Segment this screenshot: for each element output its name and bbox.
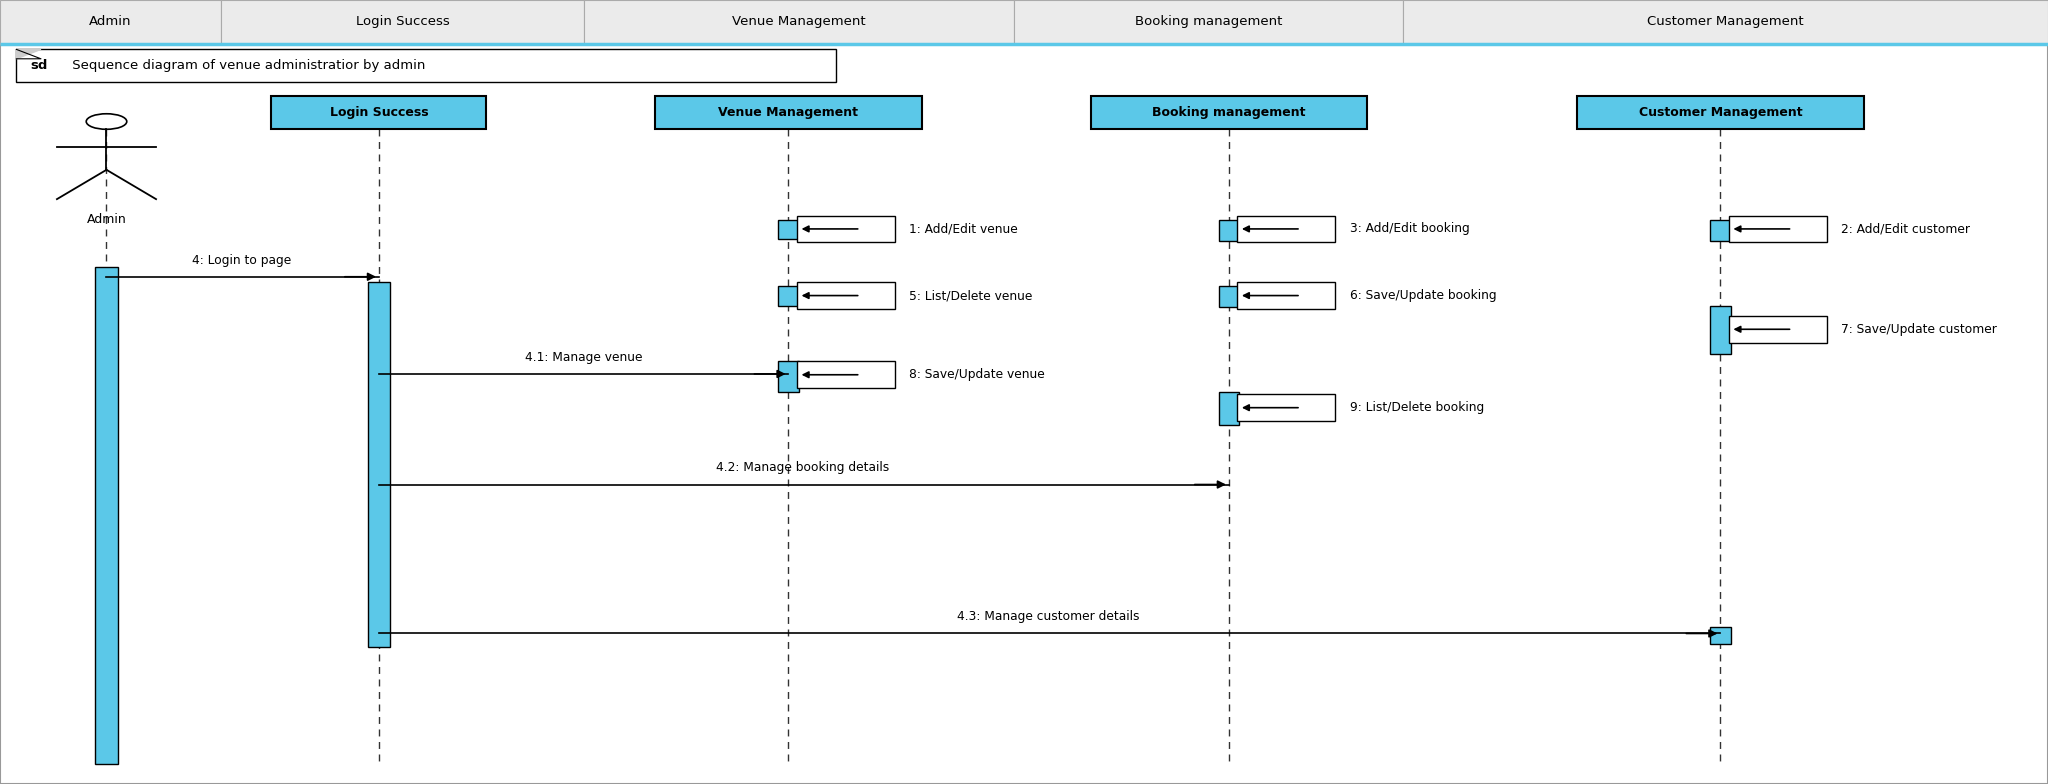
- Bar: [1219, 392, 1239, 425]
- Text: Customer Management: Customer Management: [1647, 16, 1804, 28]
- Text: 4.1: Manage venue: 4.1: Manage venue: [524, 350, 643, 364]
- Bar: [1219, 286, 1239, 307]
- Bar: [584, 0, 1014, 44]
- Bar: [778, 361, 799, 392]
- Text: 4.2: Manage booking details: 4.2: Manage booking details: [717, 461, 889, 474]
- Bar: [1710, 306, 1731, 354]
- Text: Booking management: Booking management: [1153, 107, 1305, 119]
- Bar: [1729, 216, 1827, 242]
- Text: 9: List/Delete booking: 9: List/Delete booking: [1350, 401, 1485, 414]
- Bar: [221, 0, 584, 44]
- Bar: [778, 220, 799, 239]
- Text: 5: List/Delete venue: 5: List/Delete venue: [909, 289, 1032, 302]
- Bar: [1237, 282, 1335, 309]
- Circle shape: [86, 114, 127, 129]
- Bar: [797, 216, 895, 242]
- Bar: [0, 0, 221, 44]
- Bar: [797, 282, 895, 309]
- Bar: [1237, 394, 1335, 421]
- Bar: [16, 49, 836, 82]
- Text: Venue Management: Venue Management: [731, 16, 866, 28]
- Bar: [1729, 316, 1827, 343]
- Text: 7: Save/Update customer: 7: Save/Update customer: [1841, 323, 1997, 336]
- Text: 4.3: Manage customer details: 4.3: Manage customer details: [956, 610, 1141, 623]
- Text: sd: sd: [31, 60, 47, 72]
- Bar: [1403, 0, 2048, 44]
- Text: Venue Management: Venue Management: [719, 107, 858, 119]
- Bar: [1219, 220, 1239, 241]
- Bar: [1090, 96, 1368, 129]
- Text: Sequence diagram of venue administratior by admin: Sequence diagram of venue administratior…: [68, 60, 424, 72]
- Text: Customer Management: Customer Management: [1638, 107, 1802, 119]
- Bar: [94, 267, 117, 764]
- Bar: [797, 361, 895, 388]
- Polygon shape: [16, 49, 41, 59]
- Bar: [1237, 216, 1335, 242]
- Text: 1: Add/Edit venue: 1: Add/Edit venue: [909, 223, 1018, 235]
- Text: 3: Add/Edit booking: 3: Add/Edit booking: [1350, 223, 1468, 235]
- Text: 2: Add/Edit customer: 2: Add/Edit customer: [1841, 223, 1970, 235]
- Text: Booking management: Booking management: [1135, 16, 1282, 28]
- Text: 8: Save/Update venue: 8: Save/Update venue: [909, 368, 1044, 381]
- Bar: [1710, 220, 1731, 241]
- Text: 4: Login to page: 4: Login to page: [193, 253, 291, 267]
- Bar: [0, 0, 2048, 44]
- Bar: [1710, 627, 1731, 644]
- Bar: [655, 96, 922, 129]
- Text: Admin: Admin: [90, 16, 131, 28]
- Bar: [778, 286, 799, 306]
- Text: Login Success: Login Success: [330, 107, 428, 119]
- Text: 6: Save/Update booking: 6: Save/Update booking: [1350, 289, 1497, 302]
- Text: Admin: Admin: [86, 213, 127, 226]
- Bar: [1577, 96, 1864, 129]
- Bar: [1014, 0, 1403, 44]
- Text: Login Success: Login Success: [356, 16, 449, 28]
- Bar: [369, 282, 389, 647]
- Bar: [270, 96, 487, 129]
